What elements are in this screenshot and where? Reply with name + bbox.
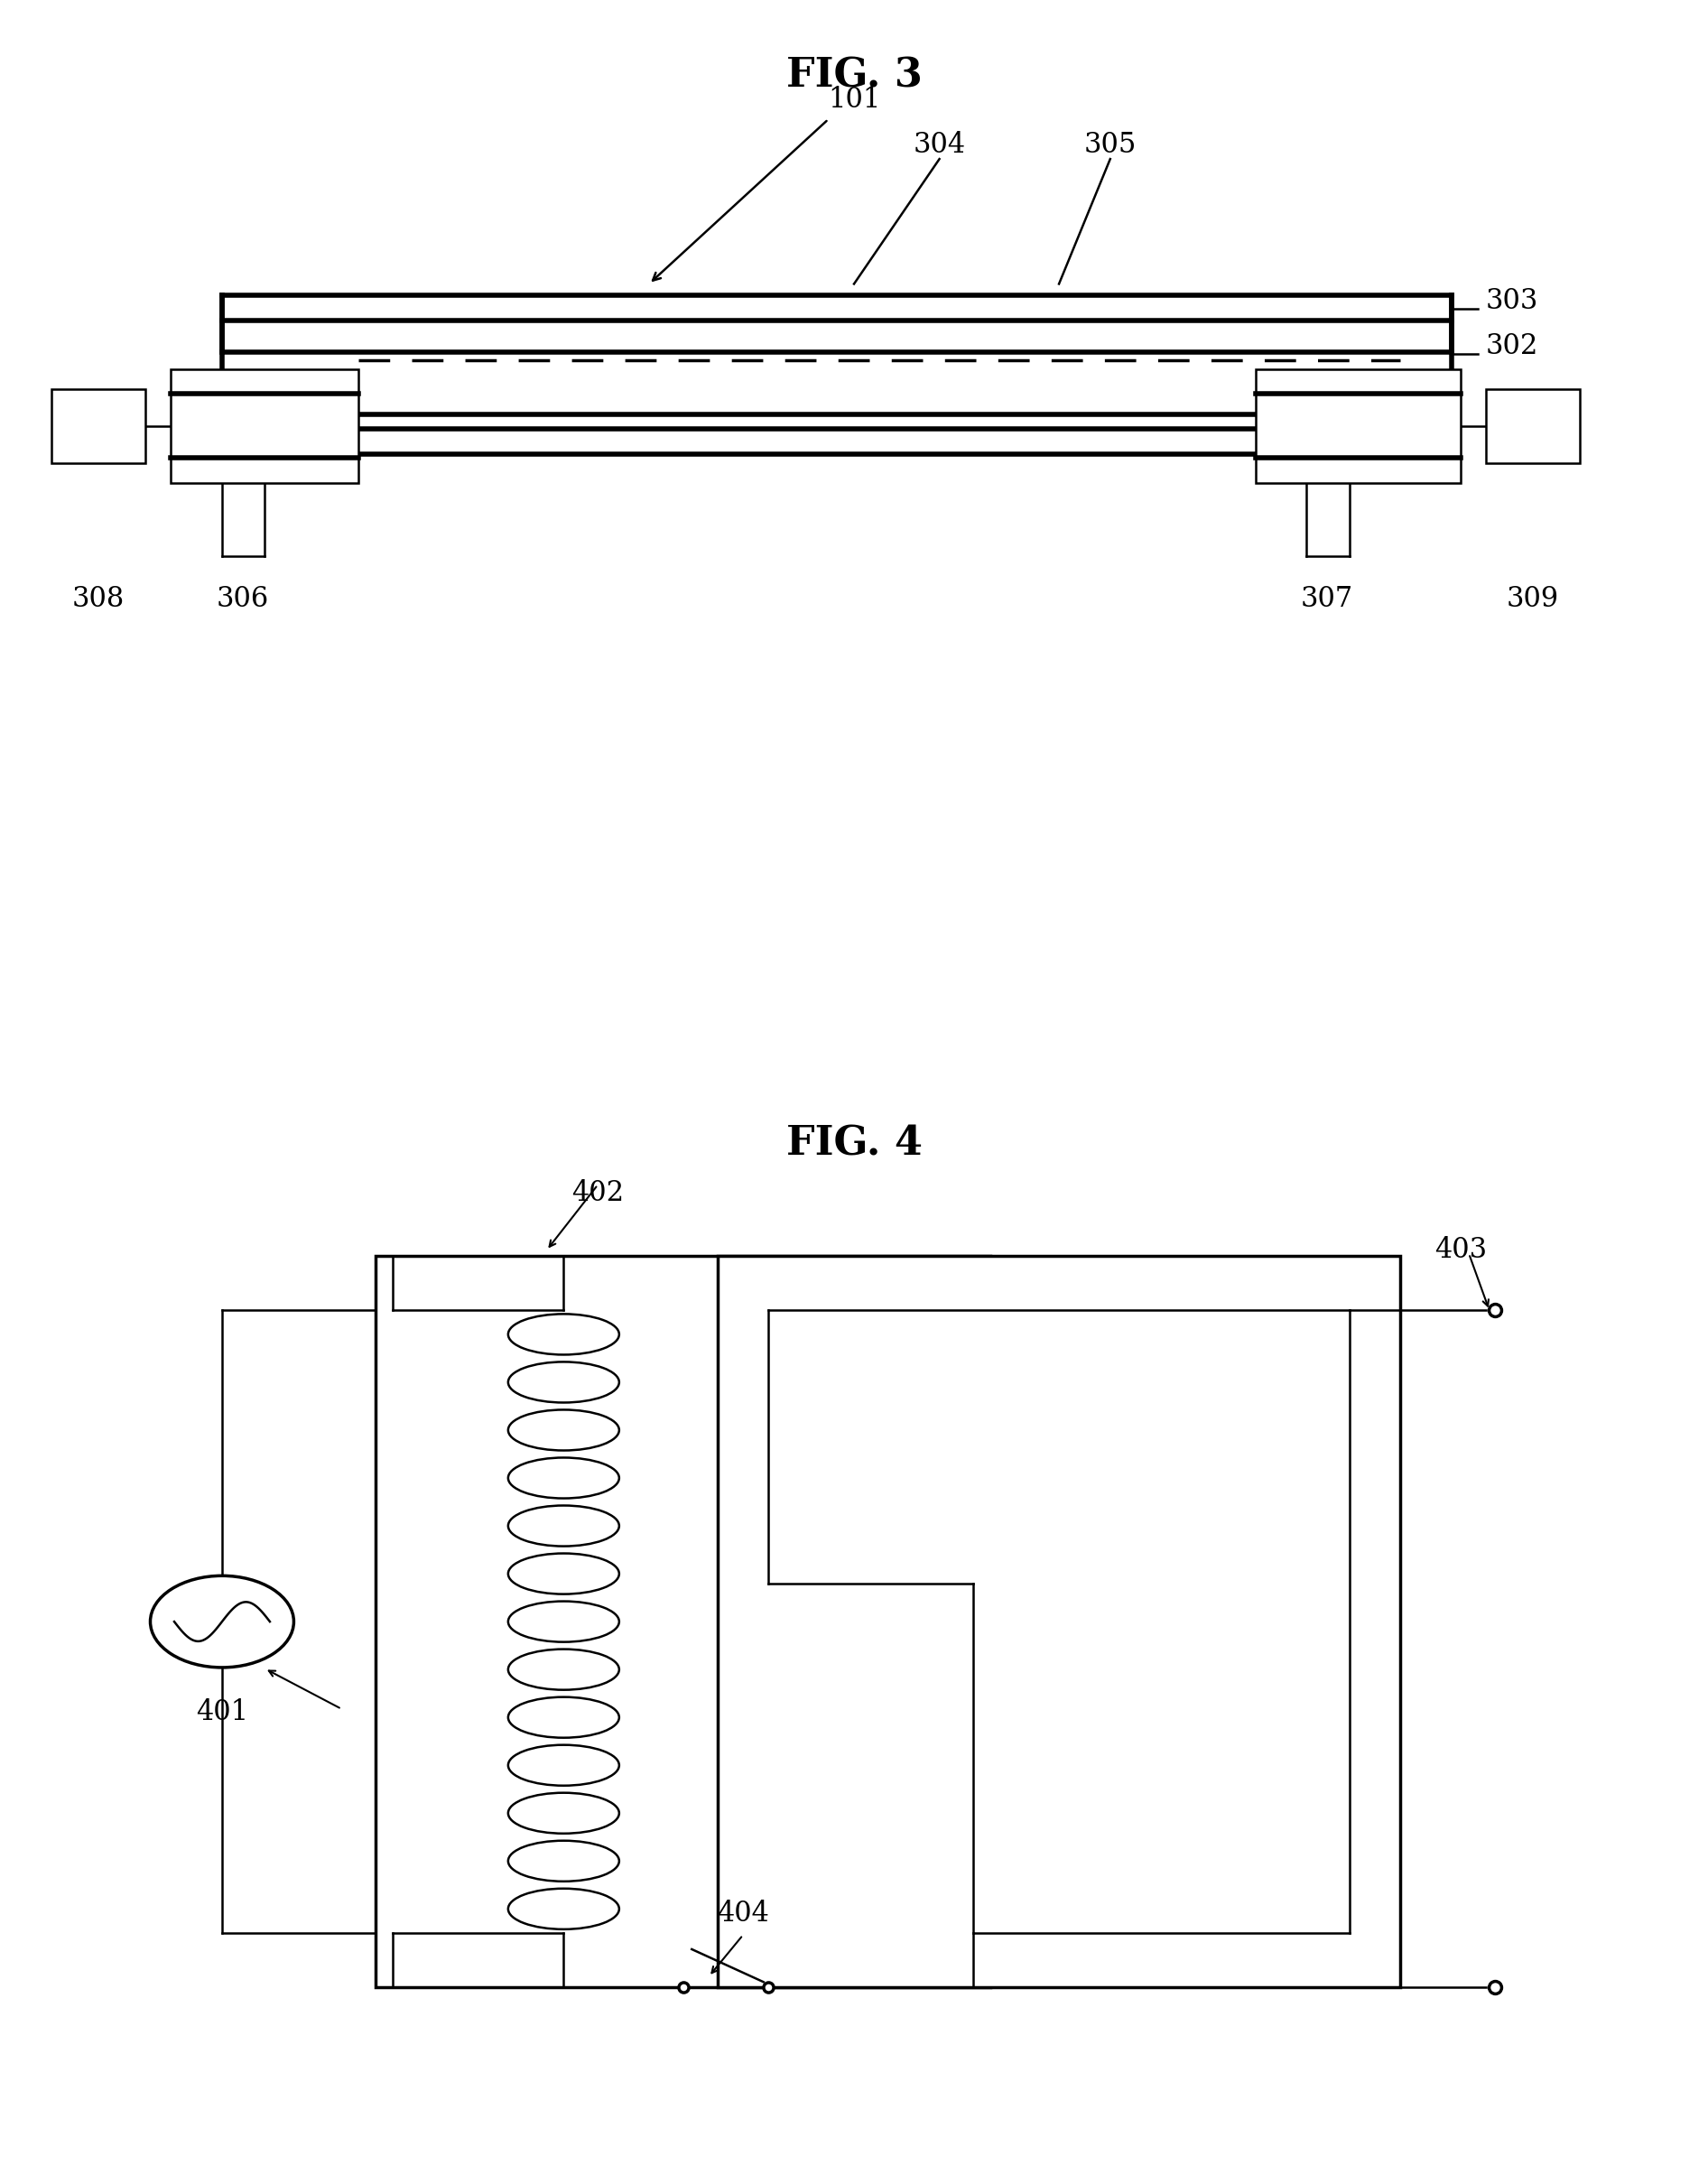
Ellipse shape	[509, 1793, 618, 1835]
Text: 402: 402	[572, 1179, 623, 1208]
Ellipse shape	[509, 1457, 618, 1498]
Ellipse shape	[509, 1889, 618, 1928]
Bar	[1486, 389, 1580, 463]
Text: 302: 302	[1486, 332, 1539, 360]
Bar	[717, 1256, 1401, 1987]
Bar	[1255, 369, 1460, 483]
Text: 401: 401	[196, 1699, 248, 1725]
Text: 304: 304	[914, 131, 965, 159]
Text: FIG. 3: FIG. 3	[786, 57, 922, 96]
Ellipse shape	[509, 1841, 618, 1880]
Ellipse shape	[509, 1409, 618, 1450]
Text: 403: 403	[1435, 1236, 1488, 1265]
Ellipse shape	[509, 1601, 618, 1642]
Text: 307: 307	[1301, 585, 1353, 614]
Ellipse shape	[509, 1697, 618, 1738]
Text: 309: 309	[1506, 585, 1559, 614]
Ellipse shape	[509, 1553, 618, 1594]
Text: 305: 305	[1085, 131, 1136, 159]
Bar	[171, 369, 359, 483]
Text: 303: 303	[1486, 286, 1539, 314]
Text: 306: 306	[217, 585, 268, 614]
Bar	[51, 389, 145, 463]
Ellipse shape	[509, 1363, 618, 1402]
Text: FIG. 4: FIG. 4	[786, 1125, 922, 1164]
Ellipse shape	[509, 1649, 618, 1690]
Ellipse shape	[509, 1505, 618, 1546]
Bar	[376, 1256, 991, 1987]
Text: 101: 101	[828, 85, 880, 114]
Ellipse shape	[509, 1315, 618, 1354]
Text: 404: 404	[717, 1900, 769, 1926]
Text: 308: 308	[72, 585, 125, 614]
Ellipse shape	[509, 1745, 618, 1787]
